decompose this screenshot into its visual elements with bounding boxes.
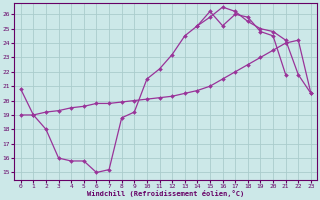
X-axis label: Windchill (Refroidissement éolien,°C): Windchill (Refroidissement éolien,°C) [87, 190, 244, 197]
